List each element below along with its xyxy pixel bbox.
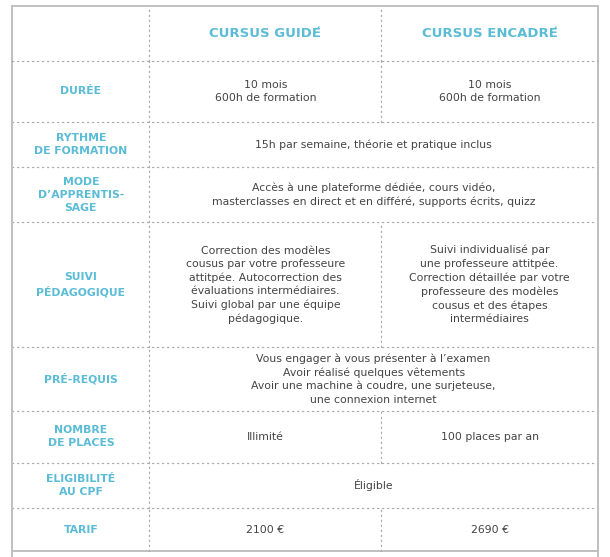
Text: Accès à une plateforme dédiée, cours vidéo,
masterclasses en direct et en différ: Accès à une plateforme dédiée, cours vid… [212, 183, 536, 207]
Text: RYTHME
DE FORMATION: RYTHME DE FORMATION [34, 133, 127, 156]
Text: NOMBRE
DE PLACES: NOMBRE DE PLACES [48, 425, 114, 448]
Text: Éligible: Éligible [354, 480, 393, 491]
Text: Correction des modèles
cousus par votre professeure
attitрée. Autocorrection des: Correction des modèles cousus par votre … [185, 246, 345, 324]
Text: Vous engager à vous présenter à l’examen
Avoir réalisé quelques vêtements
Avoir : Vous engager à vous présenter à l’examen… [251, 353, 496, 405]
Text: CURSUS GUIDÉ: CURSUS GUIDÉ [209, 27, 321, 40]
Text: 2100 €: 2100 € [246, 525, 284, 535]
Text: 100 places par an: 100 places par an [440, 432, 539, 442]
Text: 10 mois
600h de formation: 10 mois 600h de formation [215, 80, 316, 103]
Text: Illimité: Illimité [247, 432, 284, 442]
Text: SUIVI
PÉDAGOGIQUE: SUIVI PÉDAGOGIQUE [37, 272, 125, 297]
Text: ELIGIBILITÉ
AU CPF: ELIGIBILITÉ AU CPF [46, 474, 115, 497]
Text: Suivi individualisé par
une professeure attitрée.
Correction détaillée par votre: Suivi individualisé par une professeure … [409, 245, 570, 324]
Text: 2690 €: 2690 € [470, 525, 509, 535]
Text: TARIF: TARIF [63, 525, 98, 535]
Text: 10 mois
600h de formation: 10 mois 600h de formation [439, 80, 540, 103]
Text: DURÉE: DURÉE [60, 86, 101, 96]
Text: PRÉ-REQUIS: PRÉ-REQUIS [44, 373, 118, 385]
Text: 15h par semaine, théorie et pratique inclus: 15h par semaine, théorie et pratique inc… [255, 139, 492, 150]
Text: MODE
D’APPRENTIS-
SAGE: MODE D’APPRENTIS- SAGE [38, 177, 124, 213]
Text: CURSUS ENCADRÉ: CURSUS ENCADRÉ [422, 27, 558, 40]
